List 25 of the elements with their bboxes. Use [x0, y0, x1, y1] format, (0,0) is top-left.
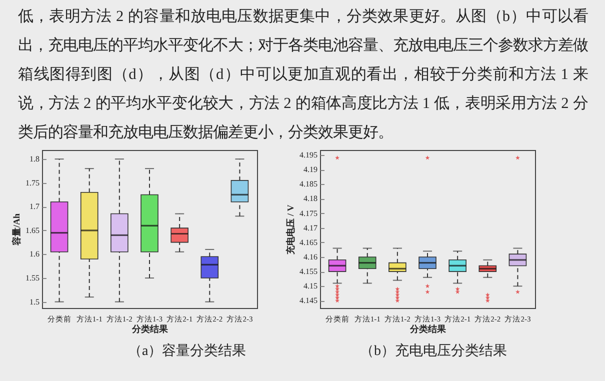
text: （b）充电电压分类结果: [360, 342, 507, 360]
x-axis-title: 分类结果: [131, 324, 169, 334]
y-tick-label: 4.16: [304, 252, 318, 262]
y-axis-title: 充电电压 / V: [286, 204, 296, 256]
y-tick-label: 4.175: [300, 208, 318, 218]
y-tick-label: 4.195: [300, 150, 318, 160]
y-tick-label: 1.75: [26, 178, 40, 188]
y-tick-label: 1.8: [30, 154, 40, 164]
text: （a）容量分类结果: [128, 342, 246, 360]
y-tick-label: 1.5: [30, 297, 40, 306]
y-tick-label: 1.6: [30, 250, 40, 259]
y-tick-label: 1.7: [30, 202, 40, 212]
y-tick-label: 4.19: [304, 165, 318, 174]
text: 低，表明方法 2 的容量和放电电压数据更集中，分类效果更好。从图（b）中可以看出，充电电压的平均水平变化不大；对于各类电池容量、充放电电压三个参数求方差做箱线图得到图（d），从图（d）中可以更加直观的看出，相较于分类前和方法 1 来说，方法 2 的平均水平变化较大，方法 2 的箱体高度比方法 1 低，表明采用方法 2 分类后的容量和充放电电压数据偏差更小，分类效果更好。: [18, 7, 588, 143]
y-tick-label: 1.55: [26, 274, 40, 283]
y-tick-label: 4.15: [304, 282, 318, 291]
x-axis-title: 分类结果: [409, 324, 447, 334]
y-axis-title: 容量/Ah: [12, 213, 22, 247]
y-tick-label: 4.145: [300, 296, 318, 306]
y-tick-label: 4.155: [300, 267, 318, 276]
y-tick-label: 4.185: [300, 180, 318, 189]
y-tick-label: 4.17: [304, 223, 318, 232]
y-tick-label: 1.65: [26, 226, 40, 235]
y-tick-label: 4.165: [300, 238, 318, 247]
y-tick-label: 4.18: [304, 194, 318, 204]
